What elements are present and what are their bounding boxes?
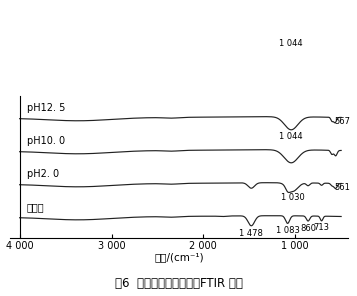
Text: pH10. 0: pH10. 0 — [27, 136, 65, 146]
Text: 反应前: 反应前 — [27, 202, 45, 212]
X-axis label: 波数/(cm⁻¹): 波数/(cm⁻¹) — [155, 252, 204, 262]
Text: pH12. 5: pH12. 5 — [27, 103, 65, 113]
Text: 567: 567 — [334, 117, 350, 126]
Text: 1 044: 1 044 — [280, 132, 303, 141]
Text: 713: 713 — [313, 223, 330, 232]
Text: 1 030: 1 030 — [281, 193, 304, 202]
Text: 1 478: 1 478 — [239, 229, 263, 238]
Text: pH2. 0: pH2. 0 — [27, 169, 59, 179]
Text: 图6  蛤蚪壳体反应前后的FTIR 图谱: 图6 蛤蚪壳体反应前后的FTIR 图谱 — [115, 277, 242, 290]
Text: 1 044: 1 044 — [280, 39, 303, 48]
Text: 561: 561 — [334, 183, 350, 192]
Text: 1 083: 1 083 — [276, 226, 300, 234]
Text: 860: 860 — [300, 224, 316, 233]
